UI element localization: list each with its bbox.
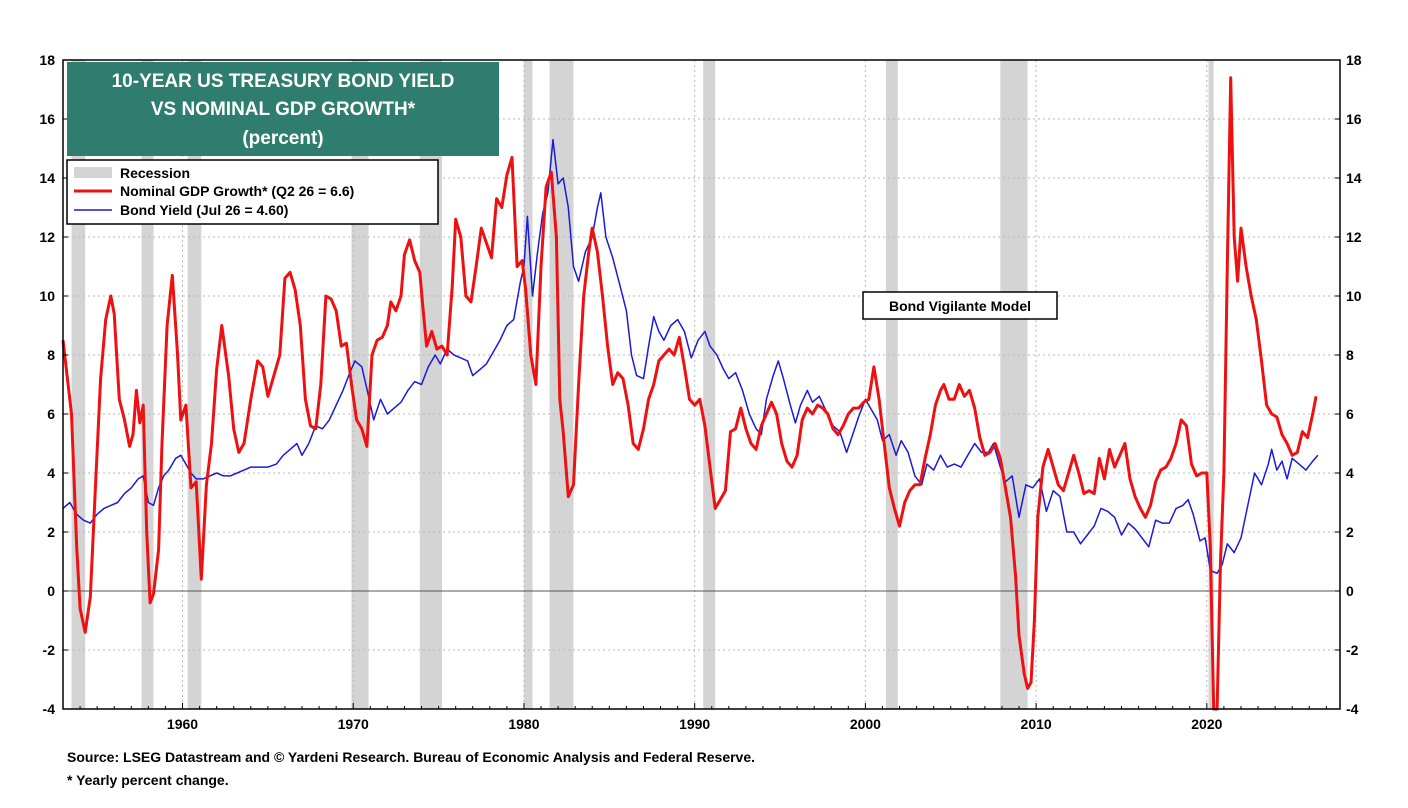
y-tick-label-right-11: 18 <box>1346 52 1362 68</box>
y-tick-label-left-11: 18 <box>39 52 55 68</box>
legend: Recession Nominal GDP Growth* (Q2 26 = 6… <box>66 159 439 225</box>
y-tick-label-left-7: 10 <box>39 288 55 304</box>
x-tick-label-4: 2000 <box>850 716 881 732</box>
recession-band-8 <box>885 60 898 709</box>
y-tick-label-left-8: 12 <box>39 229 55 245</box>
x-tick-label-6: 2020 <box>1191 716 1222 732</box>
recession-band-0 <box>71 60 86 709</box>
y-tick-label-left-10: 16 <box>39 111 55 127</box>
series-line-gdp <box>61 76 1318 711</box>
y-tick-label-right-10: 16 <box>1346 111 1362 127</box>
y-tick-label-left-6: 8 <box>47 347 55 363</box>
y-tick-label-left-3: 2 <box>47 524 55 540</box>
recession-band-9 <box>1000 60 1028 709</box>
recession-band-6 <box>549 60 574 709</box>
x-tick-label-5: 2010 <box>1021 716 1052 732</box>
recession-band-10 <box>1208 60 1214 709</box>
y-tick-label-right-1: -2 <box>1346 642 1359 658</box>
y-tick-label-left-5: 6 <box>47 406 55 422</box>
annotation-box: Bond Vigilante Model <box>862 291 1058 320</box>
legend-swatch-recession <box>74 167 112 178</box>
recession-band-4 <box>419 60 443 709</box>
y-tick-label-right-8: 12 <box>1346 229 1362 245</box>
legend-label-recession: Recession <box>120 165 190 181</box>
annotation-bond-vigilante: Bond Vigilante Model <box>889 298 1031 314</box>
x-tick-label-2: 1980 <box>508 716 539 732</box>
y-tick-label-right-3: 2 <box>1346 524 1354 540</box>
footnote: * Yearly percent change. <box>67 772 229 788</box>
plot-frame <box>62 59 1341 710</box>
y-tick-label-right-5: 6 <box>1346 406 1354 422</box>
recession-band-7 <box>703 60 716 709</box>
y-tick-label-left-2: 0 <box>47 583 55 599</box>
y-tick-label-left-1: -2 <box>43 642 56 658</box>
x-tick-label-1: 1970 <box>338 716 369 732</box>
y-tick-label-left-0: -4 <box>43 701 56 717</box>
series-lines <box>61 76 1319 711</box>
y-tick-label-right-0: -4 <box>1346 701 1359 717</box>
chart-title-line-2: VS NOMINAL GDP GROWTH* <box>151 99 416 120</box>
chart-title-line-3: (percent) <box>242 128 323 149</box>
recession-band-1 <box>141 60 154 709</box>
y-tick-label-right-9: 14 <box>1346 170 1362 186</box>
x-tick-label-3: 1990 <box>679 716 710 732</box>
title-box: 10-YEAR US TREASURY BOND YIELD VS NOMINA… <box>67 62 499 156</box>
y-tick-label-right-2: 0 <box>1346 583 1354 599</box>
legend-label-gdp: Nominal GDP Growth* (Q2 26 = 6.6) <box>120 183 354 199</box>
y-tick-label-left-9: 14 <box>39 170 55 186</box>
series-line-bond <box>62 138 1319 575</box>
recession-band-2 <box>187 60 202 709</box>
source-note: Source: LSEG Datastream and © Yardeni Re… <box>67 749 755 765</box>
recession-band-5 <box>523 60 533 709</box>
x-tick-label-0: 1960 <box>167 716 198 732</box>
y-tick-label-left-4: 4 <box>47 465 55 481</box>
y-tick-label-right-6: 8 <box>1346 347 1354 363</box>
chart-title-line-1: 10-YEAR US TREASURY BOND YIELD <box>112 71 455 92</box>
y-tick-label-right-7: 10 <box>1346 288 1362 304</box>
legend-label-bond: Bond Yield (Jul 26 = 4.60) <box>120 202 288 218</box>
axis-ticks: -4 -4 -2 -2 0 0 2 2 4 4 6 6 8 8 10 10 12 12 14 14 16 16 18 18 19… <box>39 52 1361 732</box>
y-tick-label-right-4: 4 <box>1346 465 1354 481</box>
